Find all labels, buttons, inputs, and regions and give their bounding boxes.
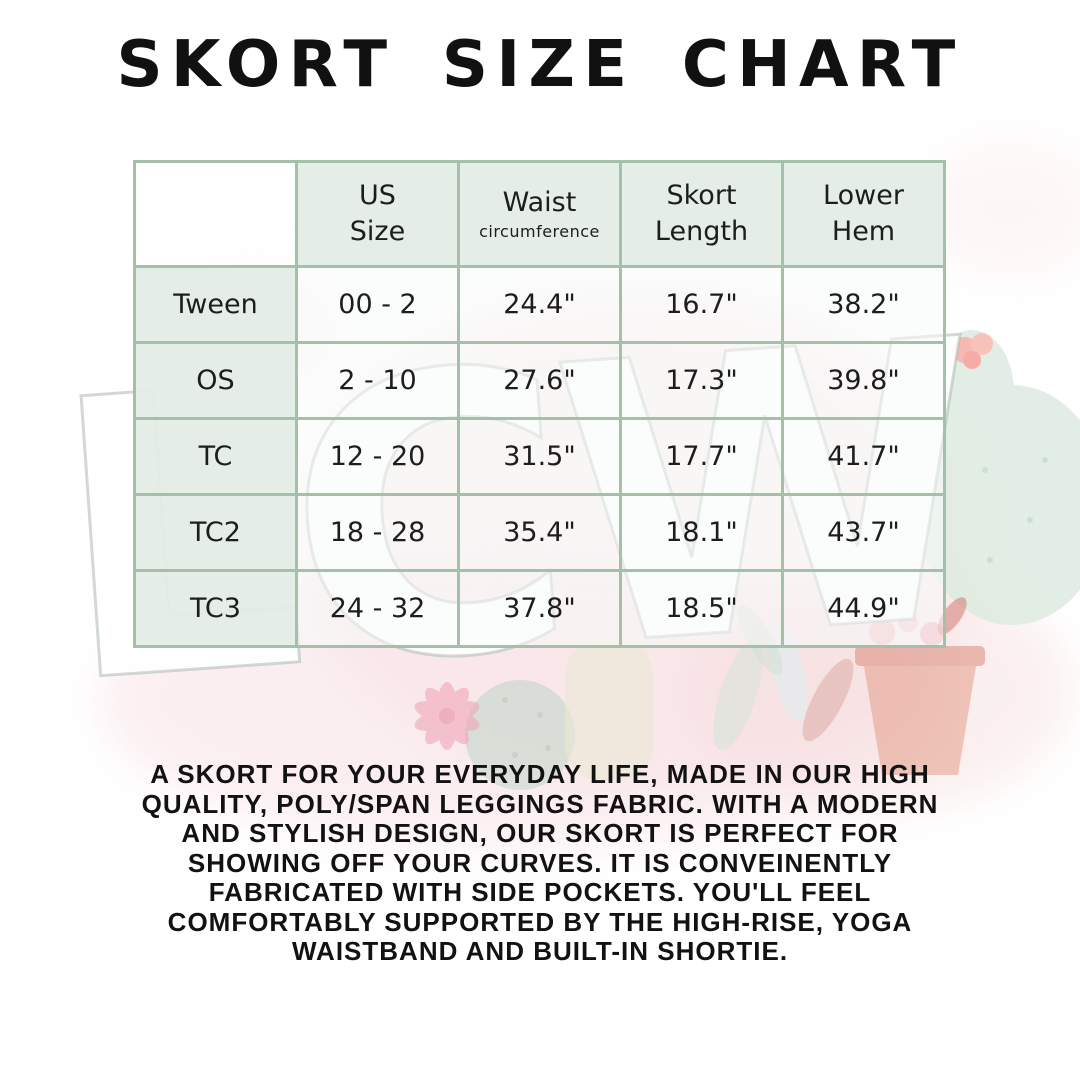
pink-wash-blob (920, 140, 1080, 280)
page-title: SKORT SIZE CHART (116, 28, 964, 102)
us-size-value: 18 - 28 (295, 493, 460, 572)
us-size-value: 24 - 32 (295, 569, 460, 648)
waist-value: 31.5" (457, 417, 622, 496)
description-line: FABRICATED WITH SIDE POCKETS. YOU'LL FEE… (208, 877, 872, 907)
us-size-value: 00 - 2 (295, 265, 460, 344)
waist-value: 27.6" (457, 341, 622, 420)
column-header-waist: Waist circumference (457, 160, 622, 268)
lower-hem-value: 38.2" (781, 265, 946, 344)
table-corner-blank (133, 160, 298, 268)
description-line: SHOWING OFF YOUR CURVES. IT IS CONVEINEN… (187, 847, 893, 878)
lower-hem-value: 39.8" (781, 341, 946, 420)
row-label: TC3 (133, 569, 298, 648)
description-line: QUALITY, POLY/SPAN LEGGINGS FABRIC. WITH… (141, 788, 939, 819)
table-header-row: US Size Waist circumference Skort Length… (133, 160, 946, 268)
row-label: TC (133, 417, 298, 496)
waist-value: 24.4" (457, 265, 622, 344)
description-line: COMFORTABLY SUPPORTED BY THE HIGH-RISE, … (167, 906, 913, 937)
column-header-skort-length: Skort Length (619, 160, 784, 268)
waist-value: 37.8" (457, 569, 622, 648)
table-row-tc: TC 12 - 20 31.5" 17.7" 41.7" (133, 417, 946, 496)
skort-length-value: 17.7" (619, 417, 784, 496)
skort-length-value: 18.1" (619, 493, 784, 572)
skort-length-value: 17.3" (619, 341, 784, 420)
table-row-tc3: TC3 24 - 32 37.8" 18.5" 44.9" (133, 569, 946, 648)
column-header-lower-hem: Lower Hem (781, 160, 946, 268)
skort-length-value: 16.7" (619, 265, 784, 344)
product-description: A SKORT FOR YOUR EVERYDAY LIFE, MADE IN … (0, 759, 1080, 967)
round-cactus-illustration (465, 680, 575, 790)
table-row-tween: Tween 00 - 2 24.4" 16.7" 38.2" (133, 265, 946, 344)
waist-value: 35.4" (457, 493, 622, 572)
table-row-tc2: TC2 18 - 28 35.4" 18.1" 43.7" (133, 493, 946, 572)
column-header-us-size: US Size (295, 160, 460, 268)
description-line: WAISTBAND AND BUILT-IN SHORTIE. (291, 936, 789, 966)
pink-flower-illustration (414, 682, 480, 750)
lower-hem-value: 41.7" (781, 417, 946, 496)
table-row-os: OS 2 - 10 27.6" 17.3" 39.8" (133, 341, 946, 420)
row-label: TC2 (133, 493, 298, 572)
skort-length-value: 18.5" (619, 569, 784, 648)
description-line: AND STYLISH DESIGN, OUR SKORT IS PERFECT… (181, 818, 899, 848)
us-size-value: 2 - 10 (295, 341, 460, 420)
row-label: Tween (133, 265, 298, 344)
size-chart-table: US Size Waist circumference Skort Length… (133, 160, 946, 648)
description-line: A SKORT FOR YOUR EVERYDAY LIFE, MADE IN … (150, 759, 930, 789)
row-label: OS (133, 341, 298, 420)
tall-cactus-illustration (565, 640, 653, 780)
cactus-illustration (916, 330, 1080, 625)
lower-hem-value: 44.9" (781, 569, 946, 648)
us-size-value: 12 - 20 (295, 417, 460, 496)
lower-hem-value: 43.7" (781, 493, 946, 572)
